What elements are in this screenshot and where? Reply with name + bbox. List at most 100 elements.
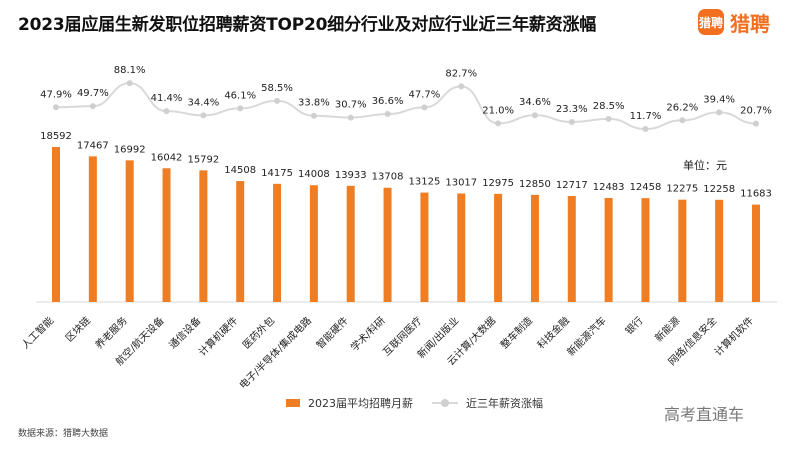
x-axis-label-17: 银行 <box>622 314 645 337</box>
line-value-label-15: 23.3% <box>556 104 588 115</box>
bar-value-label-3: 16992 <box>114 144 146 155</box>
bar-12 <box>457 193 466 302</box>
line-point-6 <box>237 105 244 112</box>
line-value-label-20: 20.7% <box>740 106 772 117</box>
bar-15 <box>567 195 576 302</box>
line-point-15 <box>568 119 575 126</box>
bar-value-label-2: 17467 <box>77 140 109 151</box>
bar-2 <box>88 156 97 302</box>
line-point-3 <box>126 80 133 87</box>
bar-13 <box>494 193 503 302</box>
bar-5 <box>199 170 208 302</box>
x-axis-label-20: 计算机软件 <box>712 314 757 359</box>
bar-value-label-9: 13933 <box>335 170 367 181</box>
bar-14 <box>530 194 539 302</box>
x-axis-label-7: 医药外包 <box>240 314 277 351</box>
bar-value-label-19: 12258 <box>703 184 735 195</box>
bar-6 <box>236 181 245 302</box>
x-axis-label-6: 计算机硬件 <box>196 314 241 359</box>
legend-line-label: 近三年薪资涨幅 <box>466 397 543 410</box>
watermark-text: 高考直通车 <box>664 405 745 424</box>
bar-1 <box>52 147 60 302</box>
bar-value-label-10: 13708 <box>372 172 404 183</box>
line-point-16 <box>605 115 612 122</box>
bar-value-label-8: 14008 <box>298 169 330 180</box>
line-value-label-14: 34.6% <box>519 97 551 108</box>
bar-17 <box>641 198 650 302</box>
x-axis-label-5: 通信设备 <box>166 314 203 351</box>
bar-20 <box>752 204 760 302</box>
bar-value-label-17: 12458 <box>630 182 662 193</box>
line-point-11 <box>421 104 428 111</box>
bar-value-label-13: 12975 <box>482 178 514 189</box>
x-axis-label-14: 整车制造 <box>498 314 535 351</box>
x-axis-label-9: 智能硬件 <box>313 314 350 351</box>
bar-value-label-6: 14508 <box>224 165 256 176</box>
x-axis-label-16: 新能源汽车 <box>564 314 609 359</box>
x-axis-label-18: 新能源 <box>652 314 682 344</box>
line-point-7 <box>274 97 281 104</box>
x-axis-label-8: 电子/半导体/集成电路 <box>236 314 314 392</box>
line-value-label-3: 88.1% <box>114 65 146 76</box>
logo-mark-icon: 猎聘 <box>698 9 724 35</box>
legend-item-line: 近三年薪资涨幅 <box>432 395 543 411</box>
line-value-label-10: 36.6% <box>372 96 404 107</box>
line-value-label-9: 30.7% <box>335 100 367 111</box>
line-point-1 <box>53 104 59 111</box>
line-point-2 <box>89 103 96 110</box>
line-value-label-4: 41.4% <box>151 93 183 104</box>
x-axis-label-1: 人工智能 <box>19 314 56 351</box>
x-axis-label-3: 养老服务 <box>92 314 129 351</box>
chart-title: 2023届应届生新发职位招聘薪资TOP20细分行业及对应行业近三年薪资涨幅 <box>18 15 597 35</box>
unit-label: 单位：元 <box>683 159 727 172</box>
line-point-20 <box>753 120 759 127</box>
bar-value-label-20: 11683 <box>740 189 772 200</box>
bar-value-label-5: 15792 <box>187 154 219 165</box>
bar-value-label-15: 12717 <box>556 180 588 191</box>
line-value-label-5: 34.4% <box>187 97 219 108</box>
line-point-8 <box>310 112 317 119</box>
bar-value-label-4: 16042 <box>151 152 183 163</box>
bar-value-label-14: 12850 <box>519 179 551 190</box>
bar-value-label-12: 13017 <box>445 177 477 188</box>
x-axis-label-15: 科技金融 <box>534 314 571 351</box>
line-value-label-6: 46.1% <box>224 90 256 101</box>
bar-value-label-7: 14175 <box>261 168 293 179</box>
bar-value-label-1: 18592 <box>40 131 72 142</box>
bar-16 <box>604 197 613 302</box>
bar-18 <box>678 199 687 302</box>
bar-9 <box>346 185 355 302</box>
brand-logo: 猎聘 猎聘 <box>698 8 782 36</box>
line-value-label-16: 28.5% <box>593 101 625 112</box>
line-point-12 <box>458 83 465 90</box>
bar-value-label-16: 12483 <box>593 182 625 193</box>
line-value-label-13: 21.0% <box>482 105 514 116</box>
line-value-label-18: 26.2% <box>666 102 698 113</box>
line-point-9 <box>347 114 354 121</box>
line-point-18 <box>679 117 686 124</box>
bar-8 <box>309 185 318 302</box>
bar-19 <box>715 199 724 302</box>
bar-value-label-11: 13125 <box>409 177 441 188</box>
line-point-14 <box>531 112 538 119</box>
x-axis-label-10: 学术/科研 <box>348 314 388 354</box>
line-point-4 <box>163 108 170 115</box>
legend-bar-swatch <box>286 399 300 407</box>
legend-bar-label: 2023届平均招聘月薪 <box>308 397 413 410</box>
line-series-path <box>55 82 757 130</box>
line-value-label-19: 39.4% <box>703 94 735 105</box>
bar-3 <box>125 160 134 302</box>
data-source: 数据来源：猎聘大数据 <box>18 429 109 439</box>
bar-11 <box>420 192 429 302</box>
line-point-10 <box>384 111 391 118</box>
line-value-label-7: 58.5% <box>261 83 293 94</box>
line-value-label-8: 33.8% <box>298 98 330 109</box>
bar-value-label-18: 12275 <box>666 184 698 195</box>
logo-text: 猎聘 <box>730 11 770 36</box>
line-point-17 <box>642 125 649 132</box>
chart-legend: 2023届平均招聘月薪 近三年薪资涨幅 <box>0 395 800 411</box>
bar-10 <box>383 187 392 302</box>
line-point-5 <box>200 112 207 119</box>
legend-line-swatch <box>432 398 458 408</box>
